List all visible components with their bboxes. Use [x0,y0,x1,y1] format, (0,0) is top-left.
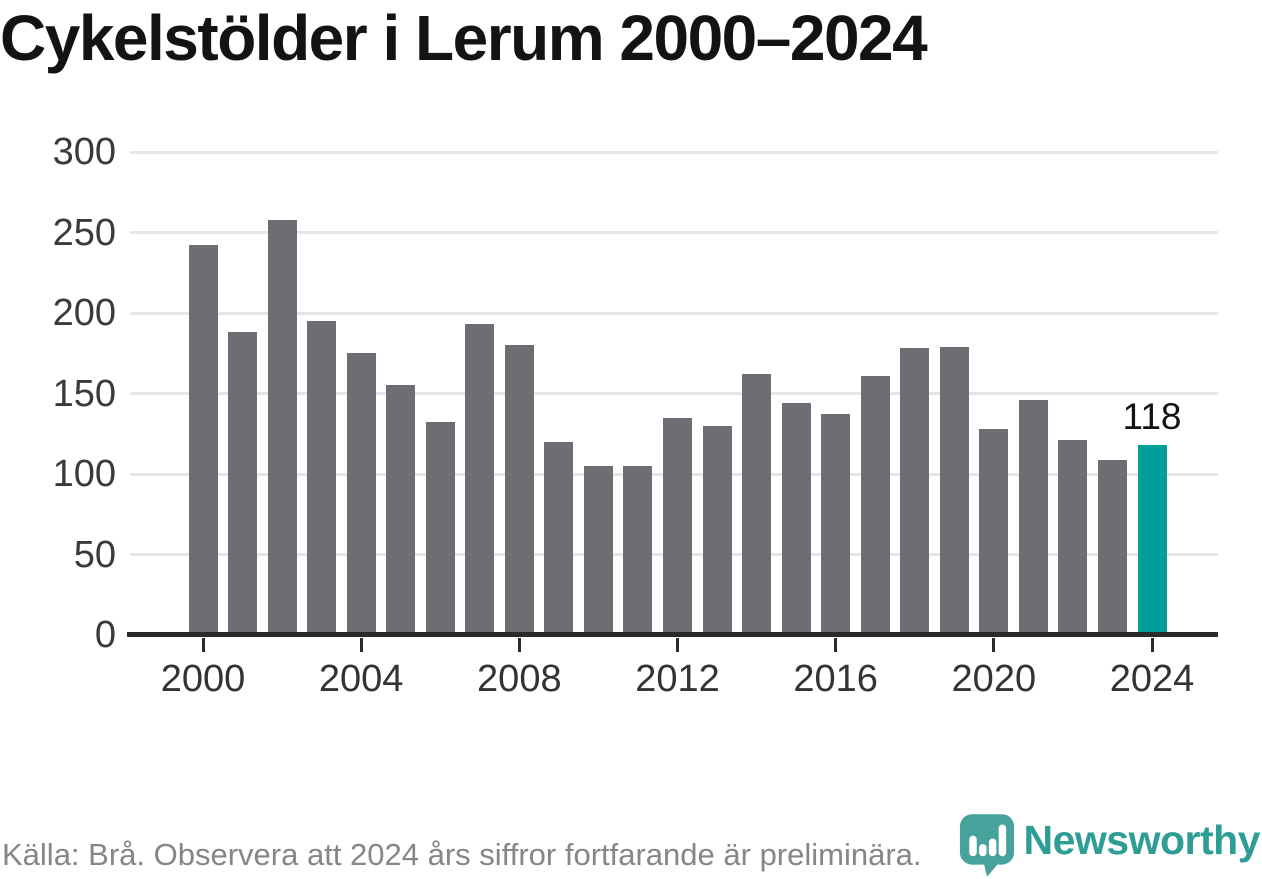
x-tick-2012 [676,638,679,652]
bar-2010 [583,465,613,635]
x-tick-label-2024: 2024 [1109,658,1195,700]
x-tick-2008 [517,638,521,652]
x-tick-label-2000: 2000 [160,658,246,700]
bar-2018 [900,348,930,635]
y-tick-label-250: 250 [52,211,116,254]
y-tick-label-150: 150 [52,372,116,415]
bar-2017 [860,375,890,635]
source-note: Källa: Brå. Observera att 2024 års siffr… [2,837,922,872]
y-tick-label-100: 100 [52,453,116,495]
x-tick-label-2008: 2008 [477,658,562,700]
bar-2009 [544,441,574,635]
bar-2012 [663,417,692,635]
bar-2005 [386,385,416,635]
bar-2020 [979,428,1009,635]
newsworthy-wordmark: Newsworthy [1023,816,1261,863]
bar-2016 [821,414,851,635]
x-tick-label-2004: 2004 [318,658,404,700]
x-tick-2016 [834,638,838,652]
x-axis-line [127,632,1218,637]
bar-2000 [188,245,218,635]
bar-2019 [939,346,969,635]
x-tick-2020 [992,638,996,652]
x-tick-2004 [359,638,363,652]
bar-2015 [781,403,811,635]
bar-2001 [228,332,258,635]
x-tick-2024 [1150,638,1154,652]
x-tick-label-2016: 2016 [793,658,878,700]
bar-2014 [742,374,772,635]
y-axis: 0 50 100 150 200 250 300 [0,131,116,656]
bar-2023 [1097,459,1127,635]
newsworthy-logo[interactable]: Newsworthy [959,813,1261,877]
bar-2002 [267,219,297,635]
y-tick-label-0: 0 [94,614,116,656]
y-tick-label-50: 50 [73,533,116,576]
bar-2004 [346,353,376,635]
bar-2003 [307,321,337,635]
bar-2007 [465,324,495,635]
bar-2024 [1137,445,1167,635]
bar-2013 [702,425,732,635]
bar-2006 [425,422,455,635]
chart-title: Cykelstölder i Lerum 2000–2024 [0,2,928,74]
x-tick-2000 [201,638,205,652]
bar-2011 [623,465,653,635]
x-tick-label-2020: 2020 [951,658,1037,700]
y-tick-label-200: 200 [52,292,116,334]
newsworthy-bubble-bar-chart-icon [959,813,1015,877]
plot-area: 118 2000 2004 2008 2012 2016 2020 2024 [127,150,1218,700]
bar-value-label: 118 [1117,397,1187,438]
gridline-150 [130,392,1218,395]
gridline-200 [130,311,1218,315]
gridline-250 [130,231,1218,234]
gridline-300 [130,150,1218,154]
bar-2022 [1058,440,1088,635]
x-tick-label-2012: 2012 [635,658,720,700]
y-tick-label-300: 300 [52,131,116,173]
bar-2021 [1018,399,1048,635]
bar-2008 [504,345,534,635]
